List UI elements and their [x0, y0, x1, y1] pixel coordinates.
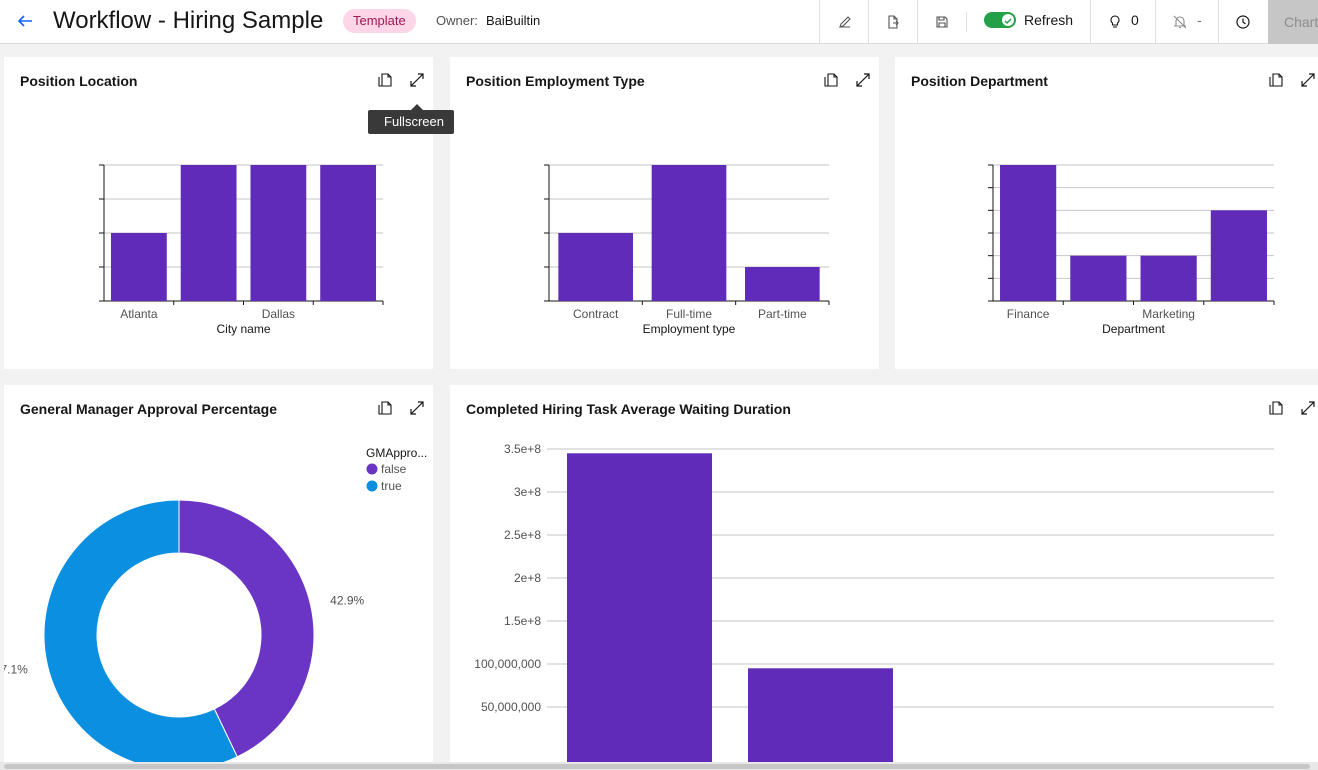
card-position-department: Position Department Finance Marketing Depa…	[895, 57, 1318, 369]
fullscreen-icon[interactable]	[1299, 399, 1317, 417]
scrollbar-thumb[interactable]	[4, 764, 1310, 769]
toolbar-divider	[1218, 0, 1219, 44]
save-button[interactable]	[919, 0, 965, 44]
card-position-location: Position Location Atlanta Dallas City name	[4, 57, 433, 369]
bar	[1000, 165, 1057, 301]
slice-label: 42.9%	[330, 594, 364, 608]
card-title: Position Employment Type	[466, 73, 645, 89]
bar	[1140, 255, 1197, 301]
x-tick-label: Marketing	[1142, 307, 1195, 321]
save-icon	[936, 16, 948, 28]
x-tick-label: Finance	[1007, 307, 1050, 321]
x-tick-label: Part-time	[758, 307, 807, 321]
toolbar-divider	[1155, 0, 1156, 44]
edit-button[interactable]	[822, 0, 868, 44]
employment-bar-chart: Contract Full-time Part-time Employment typ…	[544, 164, 830, 336]
fullscreen-icon[interactable]	[408, 71, 426, 89]
notifications-count: -	[1197, 12, 1202, 28]
copy-icon[interactable]	[376, 71, 394, 89]
x-tick-label: Dallas	[262, 307, 295, 321]
clock-icon	[1236, 15, 1250, 29]
pencil-icon	[839, 16, 851, 28]
slice-label: 57.1%	[4, 662, 28, 676]
donut-slice	[43, 499, 238, 770]
bar	[748, 668, 893, 770]
bar	[110, 233, 167, 301]
bar	[558, 233, 633, 301]
bar	[180, 165, 237, 301]
y-tick-label: 3e+8	[514, 485, 541, 499]
copy-icon[interactable]	[1267, 399, 1285, 417]
bar	[250, 165, 307, 301]
toolbar-divider	[1090, 0, 1091, 44]
toolbar-divider	[917, 0, 918, 44]
bar	[320, 165, 377, 301]
copy-icon[interactable]	[376, 399, 394, 417]
page-title: Workflow - Hiring Sample	[53, 7, 324, 34]
toolbar-divider	[966, 12, 967, 32]
document-export-icon	[888, 15, 899, 29]
fullscreen-icon[interactable]	[408, 399, 426, 417]
fullscreen-icon[interactable]	[854, 71, 872, 89]
y-tick-label: 3.5e+8	[504, 442, 541, 456]
toolbar-divider	[868, 0, 869, 44]
y-tick-label: 1.5e+8	[504, 614, 541, 628]
card-title: Completed Hiring Task Average Waiting Du…	[466, 401, 791, 417]
refresh-toggle[interactable]	[984, 12, 1016, 28]
x-axis-title: Department	[1102, 322, 1165, 336]
card-title: Position Location	[20, 73, 138, 89]
lightbulb-icon	[1110, 15, 1120, 28]
refresh-label: Refresh	[1024, 12, 1074, 28]
insights-count: 0	[1131, 12, 1139, 28]
legend-swatch	[366, 463, 378, 475]
owner-value: BaiBuiltin	[486, 13, 541, 28]
donut-slice	[178, 499, 315, 758]
fullscreen-icon[interactable]	[1299, 71, 1317, 89]
dashboard-header: Workflow - Hiring Sample Template Owner:…	[0, 0, 1318, 44]
y-tick-label: 50,000,000	[481, 700, 541, 714]
x-tick-label: Atlanta	[120, 307, 158, 321]
card-title: Position Department	[911, 73, 1048, 89]
toggle-knob	[1002, 14, 1014, 26]
template-tag: Template	[343, 9, 416, 33]
check-icon	[1004, 18, 1012, 25]
card-position-employment-type: Position Employment Type Contract Full-ti…	[450, 57, 879, 369]
bar	[567, 453, 712, 770]
notification-off-icon	[1173, 15, 1187, 29]
y-tick-label: 2.5e+8	[504, 528, 541, 542]
legend-title: GMAppro...	[366, 446, 427, 460]
notifications-button[interactable]	[1166, 0, 1194, 44]
copy-icon[interactable]	[822, 71, 840, 89]
bar	[651, 165, 727, 301]
owner-label: Owner:	[436, 13, 478, 28]
y-tick-label: 100,000,000	[474, 657, 541, 671]
card-title: General Manager Approval Percentage	[20, 401, 278, 417]
legend-label: false	[381, 462, 407, 476]
arrow-left-icon[interactable]	[14, 10, 36, 32]
tooltip-caret	[411, 104, 423, 110]
legend-label: true	[381, 479, 402, 493]
copy-icon[interactable]	[1267, 71, 1285, 89]
waiting-bar-chart: 50,000,000 100,000,000 1.5e+8 2e+8 2.5e+8 3e+…	[474, 442, 1274, 770]
history-button[interactable]	[1220, 0, 1266, 44]
x-tick-label: Full-time	[666, 307, 712, 321]
card-gm-approval: General Manager Approval Percentage 42.9…	[4, 385, 433, 770]
gm-donut-chart: 42.9% 57.1% GMAppro... false true	[4, 446, 427, 770]
fullscreen-tooltip: Fullscreen	[368, 110, 454, 134]
bar	[1210, 210, 1267, 301]
legend-swatch	[366, 480, 378, 492]
insights-button[interactable]	[1100, 0, 1130, 44]
y-tick-label: 2e+8	[514, 571, 541, 585]
card-waiting-duration: Completed Hiring Task Average Waiting Du…	[450, 385, 1318, 770]
bar	[745, 267, 820, 301]
chart-button[interactable]: Chart	[1268, 0, 1318, 44]
bar	[1070, 255, 1127, 301]
toolbar-divider	[819, 0, 820, 44]
x-axis-title: Employment type	[643, 322, 736, 336]
export-button[interactable]	[870, 0, 916, 44]
x-axis-title: City name	[216, 322, 270, 336]
x-tick-label: Contract	[573, 307, 619, 321]
